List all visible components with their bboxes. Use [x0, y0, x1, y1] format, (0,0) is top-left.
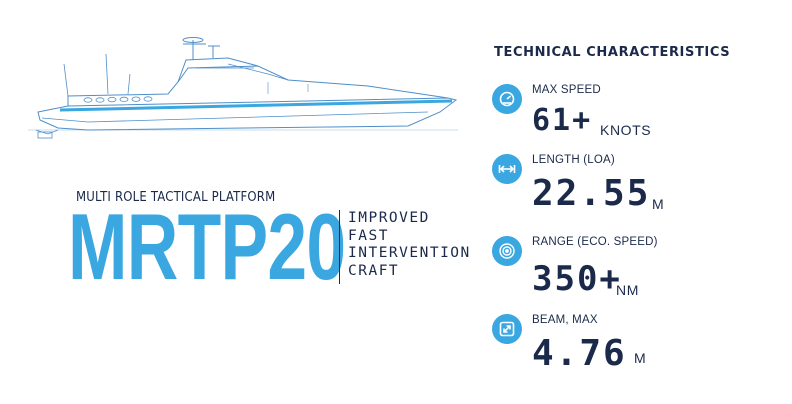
tech-heading: TECHNICAL CHARACTERISTICS: [494, 45, 731, 60]
platform-subtitle: MULTI ROLE TACTICAL PLATFORM: [76, 190, 276, 205]
spec-unit: M: [634, 350, 647, 366]
spec-range: RANGE (ECO. SPEED) 350+ NM: [492, 236, 782, 302]
spec-value: 22.55: [532, 173, 651, 214]
craft-description: IMPROVED FAST INTERVENTION CRAFT: [348, 210, 471, 280]
range-radar-icon: [492, 236, 522, 266]
spec-label: BEAM, MAX: [532, 314, 598, 326]
spec-label: MAX SPEED: [532, 84, 601, 96]
description-line: IMPROVED: [348, 210, 430, 226]
boat-illustration: [28, 37, 458, 139]
spec-value: 350+: [532, 259, 622, 299]
spec-label: RANGE (ECO. SPEED): [532, 236, 658, 248]
divider: [339, 210, 340, 284]
spec-unit: KNOTS: [600, 122, 652, 138]
spec-beam: BEAM, MAX 4.76 M: [492, 314, 782, 380]
spec-value: 61+: [532, 103, 593, 138]
spec-max-speed: MAX SPEED 61+ KNOTS: [492, 84, 782, 144]
spec-value: 4.76: [532, 333, 627, 374]
spec-unit: M: [652, 196, 665, 212]
arrows-horizontal-icon: [492, 154, 522, 184]
spec-label: LENGTH (LOA): [532, 154, 615, 166]
spec-unit: NM: [616, 282, 639, 298]
speedometer-icon: [492, 84, 522, 114]
description-line: FAST: [348, 227, 389, 244]
model-name: MRTP20: [68, 194, 346, 299]
description-line: INTERVENTION: [348, 245, 471, 261]
description-line: CRAFT: [348, 262, 400, 279]
arrows-diagonal-icon: [492, 314, 522, 344]
spec-length: LENGTH (LOA) 22.55 M: [492, 154, 782, 214]
